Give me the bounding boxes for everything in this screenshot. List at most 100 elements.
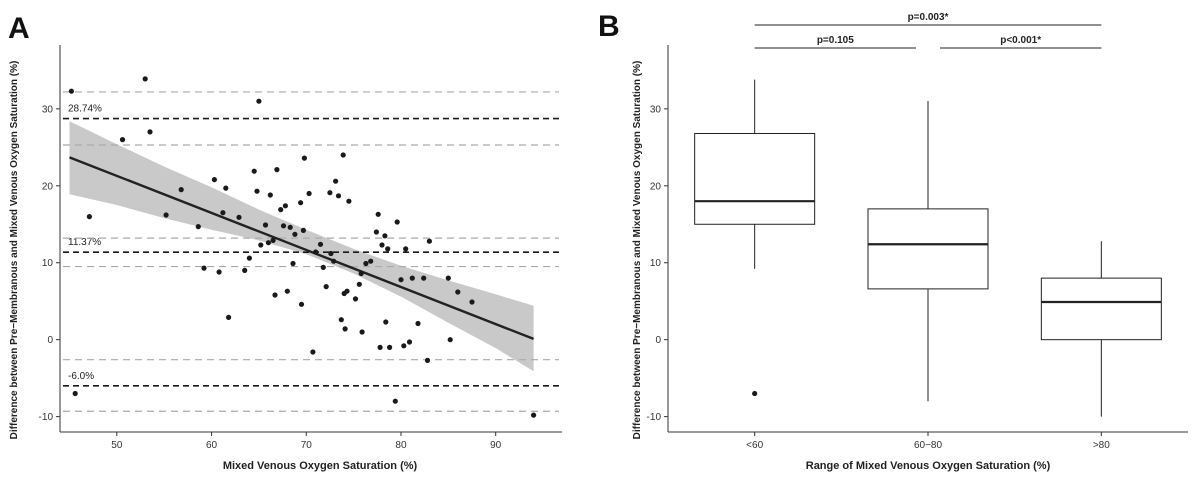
significance-brackets: p=0.003* p=0.105 p<0.001*	[754, 12, 1102, 49]
data-point	[242, 267, 248, 273]
data-point	[323, 284, 329, 290]
y-tick-label-b: 20	[650, 181, 662, 192]
y-tick-label-a: 10	[42, 258, 54, 269]
data-point	[363, 260, 369, 267]
data-point	[163, 212, 169, 218]
data-point	[421, 275, 427, 281]
data-point	[313, 249, 319, 255]
data-point	[392, 398, 398, 404]
data-point	[274, 167, 280, 173]
y-axis-label-b: Difference between Pre−Membranous and Mi…	[632, 61, 643, 440]
significance-label: p=0.105	[817, 35, 854, 46]
x-tick-label-a: 50	[111, 440, 123, 451]
data-point	[68, 88, 74, 94]
data-point	[195, 224, 201, 230]
data-point	[236, 214, 242, 220]
data-point	[398, 277, 404, 283]
x-tick-label-a: 70	[301, 440, 313, 451]
data-point	[387, 344, 393, 350]
significance-label: p<0.001*	[1000, 35, 1041, 46]
data-point	[298, 200, 304, 206]
x-tick-label-a: 90	[490, 440, 502, 451]
data-point	[426, 238, 432, 244]
data-point	[455, 289, 461, 295]
data-point	[409, 275, 415, 281]
regression-line-path	[69, 156, 535, 341]
data-point	[320, 264, 326, 270]
data-point	[72, 390, 78, 397]
data-point	[258, 242, 264, 248]
data-point	[226, 314, 232, 320]
data-point	[262, 222, 269, 228]
data-point	[301, 155, 307, 161]
data-point	[342, 326, 348, 332]
data-point	[223, 185, 229, 191]
data-point	[272, 292, 278, 298]
x-tick-label-b: <60	[746, 440, 763, 451]
data-point	[338, 317, 344, 323]
data-point	[340, 152, 346, 158]
reference-line-label: 11.37%	[68, 237, 101, 248]
data-point	[377, 344, 383, 350]
data-point	[373, 229, 379, 235]
boxes	[694, 79, 1162, 417]
data-point	[256, 98, 262, 104]
x-tick-label-b: >80	[1093, 440, 1110, 451]
data-point	[335, 193, 342, 199]
axes-a: 50 60 70 80 90 -10 0 10 20 30	[39, 45, 562, 451]
data-point	[287, 224, 293, 230]
data-point	[265, 240, 271, 246]
data-point	[300, 227, 306, 233]
x-tick-label-a: 60	[206, 440, 218, 451]
data-point	[368, 258, 374, 264]
data-point	[331, 258, 337, 264]
box-iqr	[1040, 277, 1162, 341]
data-point	[344, 288, 350, 294]
data-point	[356, 281, 362, 287]
data-point	[469, 299, 475, 305]
data-point	[415, 320, 421, 327]
scatter-points	[68, 76, 537, 418]
y-tick-label-b: -10	[647, 412, 662, 423]
panel-letter-a: A	[8, 12, 30, 45]
data-point	[254, 188, 260, 194]
data-point	[220, 210, 226, 216]
significance-label: p=0.003*	[908, 12, 949, 23]
panel-letter-b: B	[598, 10, 620, 43]
data-point	[211, 177, 217, 183]
data-point	[282, 203, 288, 209]
x-axis-label-a: Mixed Venous Oxygen Saturation (%)	[223, 460, 418, 472]
data-point	[298, 301, 305, 307]
reference-line-label: 28.74%	[68, 104, 102, 115]
data-point	[358, 270, 364, 277]
data-point	[251, 168, 257, 174]
data-point	[424, 357, 431, 363]
y-tick-label-a: 20	[42, 181, 54, 192]
x-axis-label-b: Range of Mixed Venous Oxygen Saturation …	[806, 460, 1051, 472]
data-point	[142, 76, 148, 82]
data-point	[346, 198, 352, 204]
data-point	[86, 214, 92, 220]
confidence-band-area	[69, 121, 534, 372]
data-point	[310, 349, 316, 355]
data-point	[246, 255, 252, 261]
data-point	[382, 233, 388, 239]
data-point	[327, 190, 333, 196]
data-point	[385, 246, 391, 252]
data-point	[406, 339, 413, 345]
y-tick-label-b: 10	[650, 258, 662, 269]
data-point	[270, 237, 276, 243]
panel-a-scatter: 28.74% 11.37% -6.0% 50 60 70 80 90 -10 0 10 20 30 M…	[9, 45, 562, 472]
data-point	[333, 178, 339, 184]
data-point	[359, 329, 365, 335]
box-outlier	[752, 390, 758, 397]
reference-lines: 28.74% 11.37% -6.0%	[63, 91, 559, 412]
data-point	[280, 223, 287, 229]
data-point	[267, 192, 273, 198]
box-iqr	[694, 132, 816, 225]
data-point	[531, 412, 537, 418]
data-point	[379, 242, 385, 248]
data-point	[375, 211, 381, 217]
